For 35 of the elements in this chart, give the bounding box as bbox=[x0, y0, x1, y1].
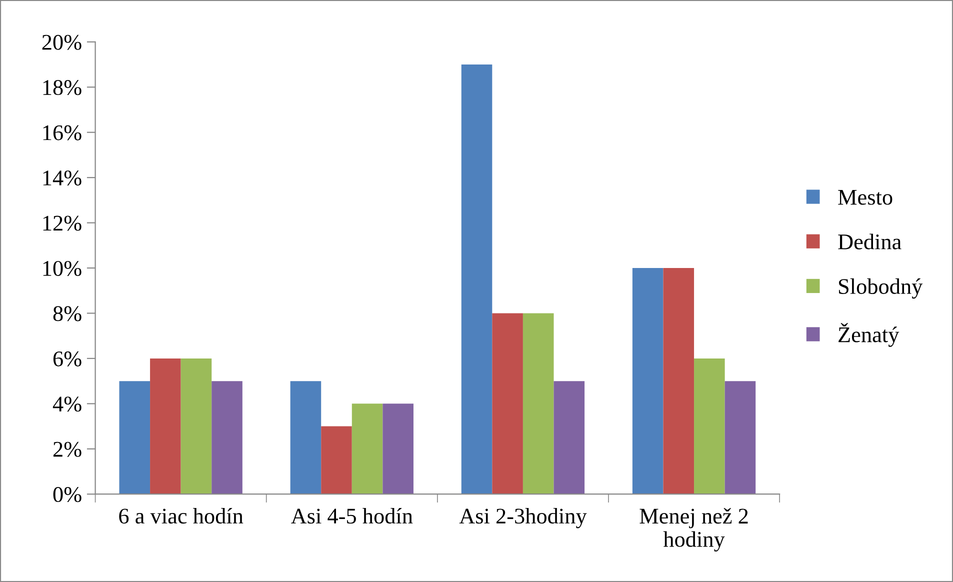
y-tick-label: 8% bbox=[53, 306, 82, 322]
y-tick-label: 16% bbox=[43, 125, 82, 140]
y-tick-label: 2% bbox=[53, 442, 82, 457]
bar bbox=[461, 64, 492, 494]
y-tick-label: 0% bbox=[53, 487, 82, 502]
bar bbox=[724, 381, 756, 494]
bar bbox=[382, 404, 414, 494]
x-tick-label: Menej než 2 hodiny bbox=[640, 508, 748, 552]
y-tick-label: 18% bbox=[43, 80, 82, 96]
bar bbox=[321, 426, 352, 494]
bar bbox=[492, 313, 523, 494]
legend-label: Slobodný bbox=[838, 278, 923, 299]
x-tick-label: 6 a viac hodín bbox=[119, 508, 244, 524]
x-tick-label: Asi 2-3hodiny bbox=[459, 508, 587, 528]
bar bbox=[522, 313, 554, 494]
bar bbox=[663, 268, 694, 494]
y-tick-label: 4% bbox=[52, 396, 82, 412]
bar bbox=[554, 381, 585, 494]
bar bbox=[290, 381, 322, 494]
y-tick-label: 6% bbox=[53, 351, 82, 366]
legend-label: Dedina bbox=[838, 234, 902, 250]
bar bbox=[150, 358, 181, 494]
bar bbox=[119, 381, 150, 494]
legend-label: Mesto bbox=[838, 190, 892, 205]
bar bbox=[180, 358, 212, 494]
bar bbox=[212, 381, 242, 494]
y-tick-label: 14% bbox=[43, 170, 82, 186]
bar bbox=[694, 358, 725, 494]
x-tick-label: Asi 4-5 hodín bbox=[291, 508, 413, 524]
y-tick-label: 10% bbox=[43, 260, 82, 276]
bar bbox=[632, 268, 664, 494]
y-tick-label: 20% bbox=[42, 34, 82, 50]
bar bbox=[352, 404, 383, 494]
legend-label: Ženatý bbox=[838, 323, 900, 347]
y-tick-label: 12% bbox=[43, 216, 82, 231]
